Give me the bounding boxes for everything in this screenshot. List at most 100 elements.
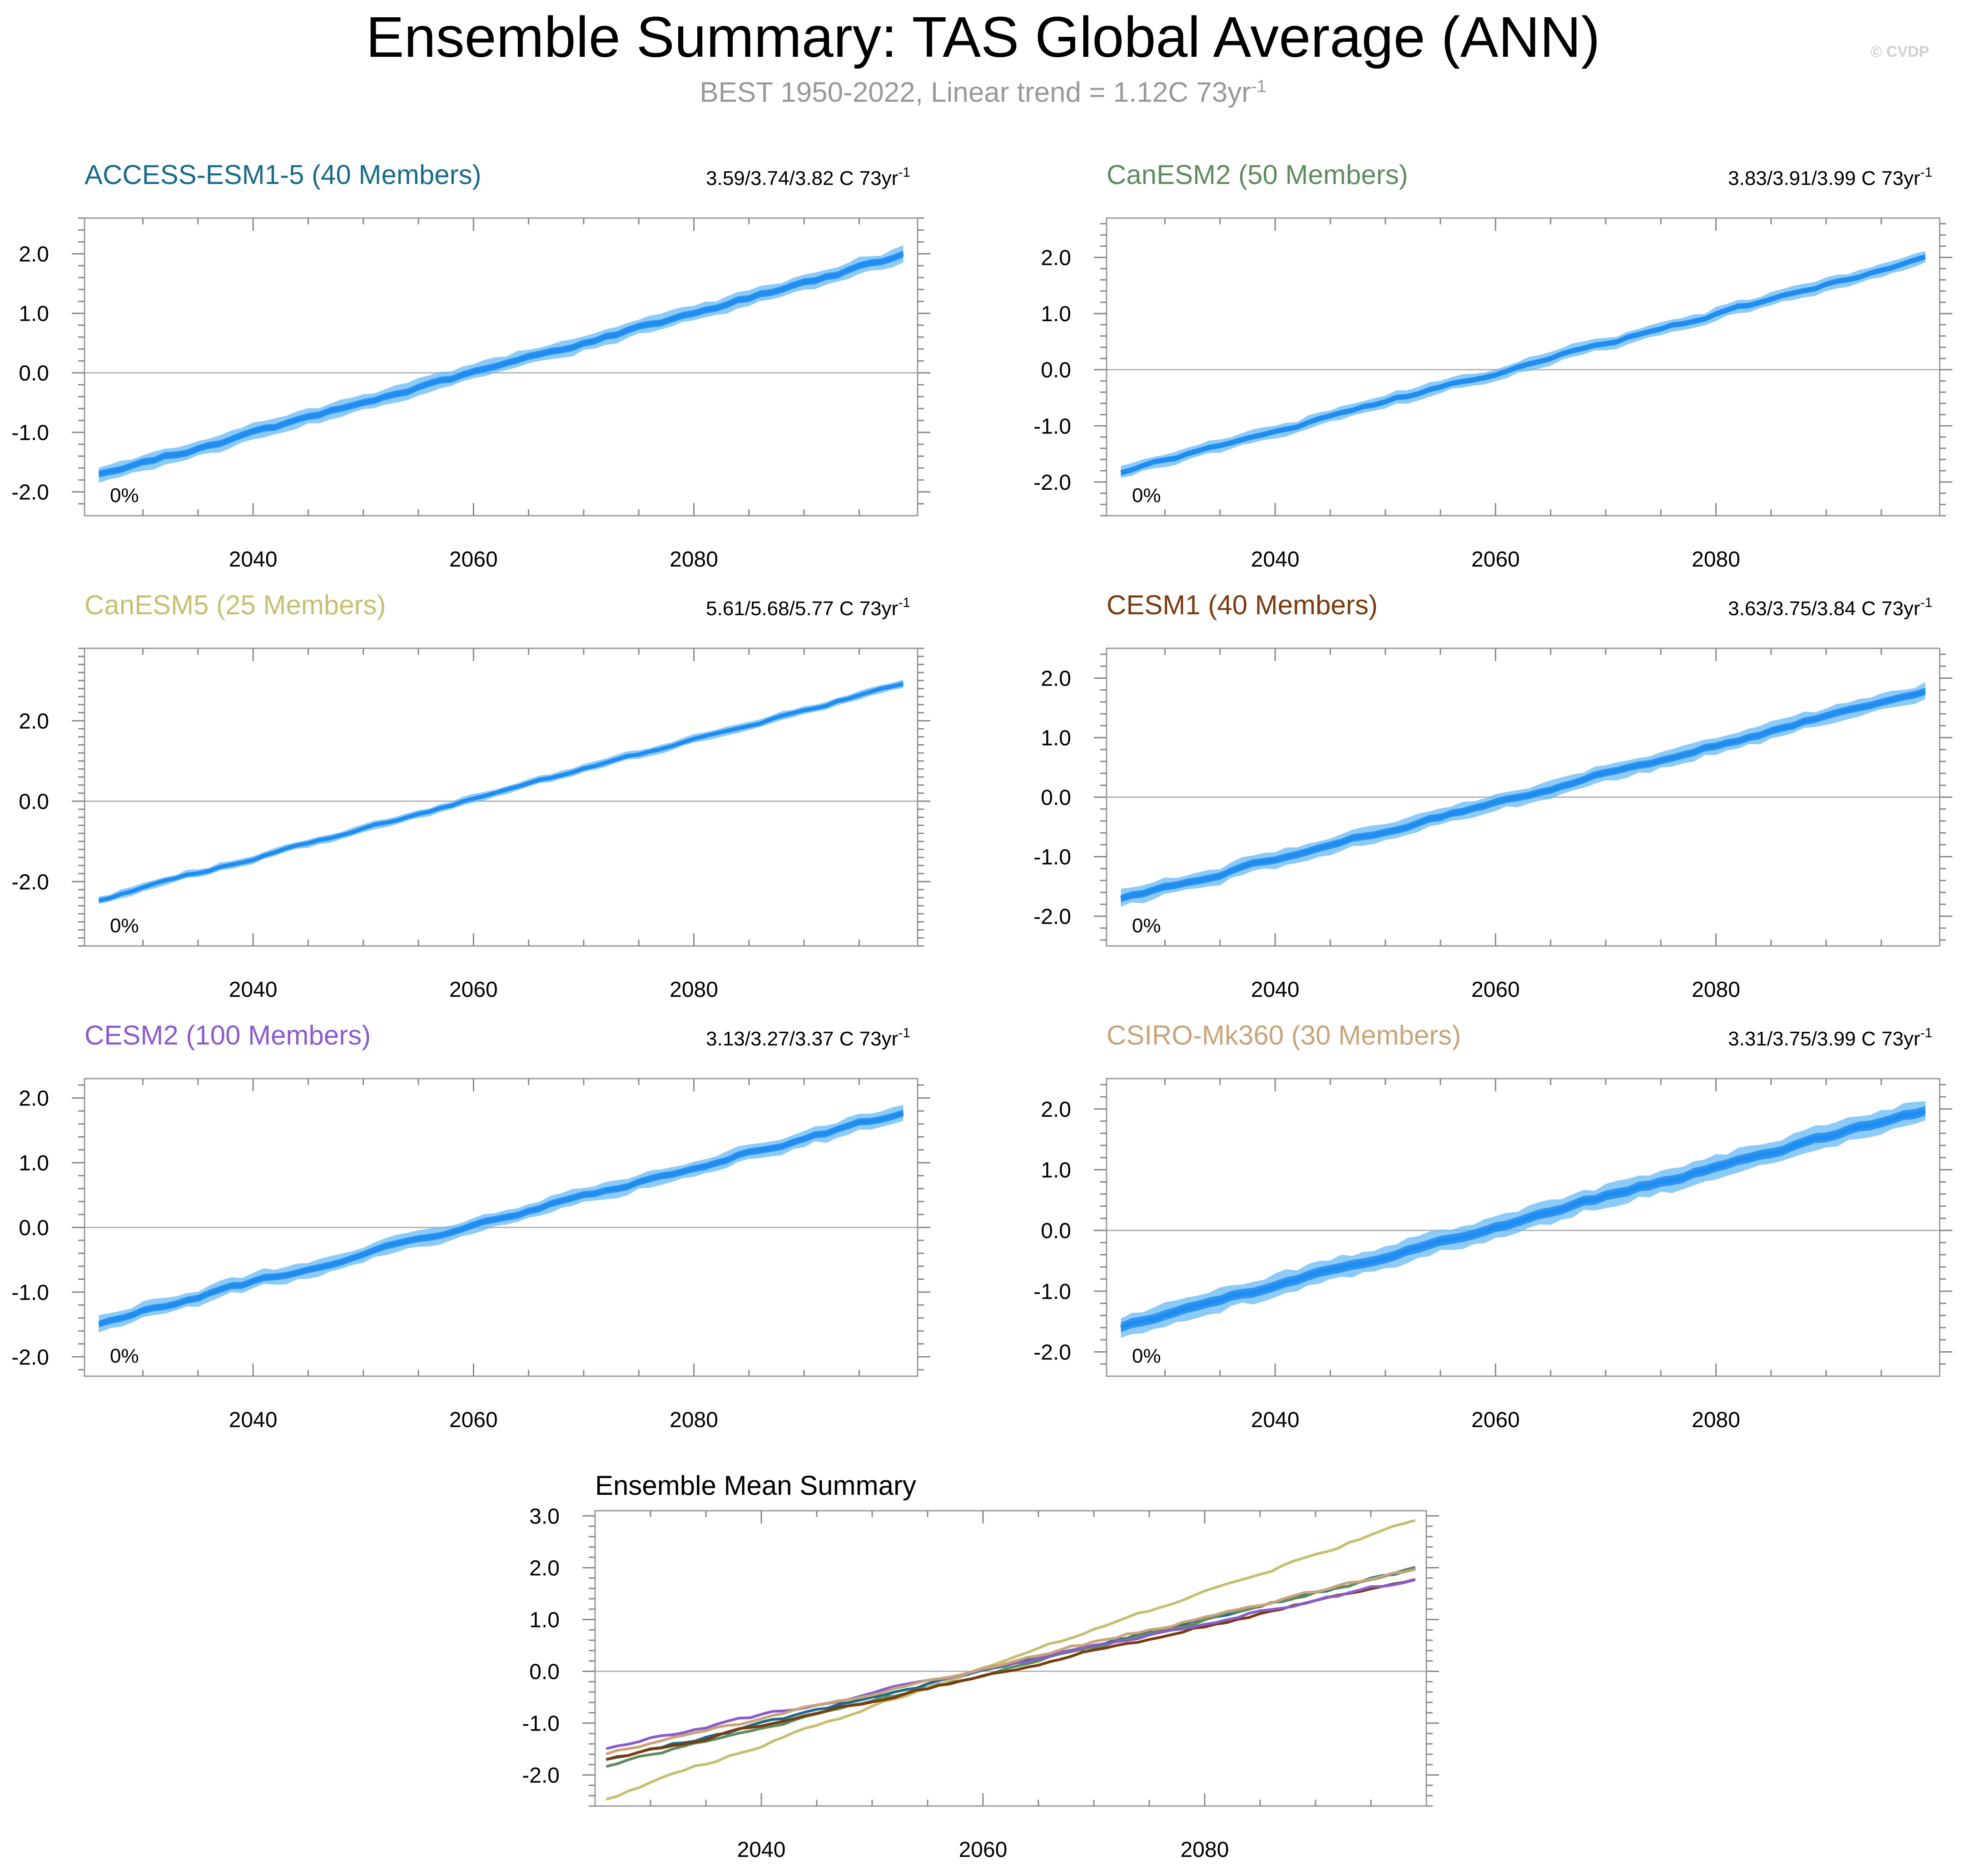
y-tick-label: -2.0 <box>522 1764 560 1788</box>
trend-superscript: -1 <box>898 165 910 180</box>
x-tick-label: 2080 <box>670 1408 718 1432</box>
y-tick-label: 2.0 <box>529 1556 560 1580</box>
trend-range-label: 5.61/5.68/5.77 C 73yr-1 <box>706 595 910 620</box>
y-tick-label: 0.0 <box>19 1216 49 1240</box>
x-tick-label: 2060 <box>1471 978 1520 1002</box>
y-tick-label: -1.0 <box>1033 846 1071 870</box>
y-tick-label: 0.0 <box>1041 358 1071 383</box>
subtitle-superscript: -1 <box>1251 77 1266 96</box>
x-tick-label: 2040 <box>229 547 278 572</box>
panel-title: CSIRO-Mk360 (30 Members) <box>1107 1020 1461 1050</box>
panel-title: CESM1 (40 Members) <box>1107 590 1378 620</box>
trend-range-label: 3.31/3.75/3.99 C 73yr-1 <box>1728 1025 1932 1050</box>
mean-line-cesm2 <box>606 1578 1416 1750</box>
x-tick-label: 2060 <box>449 978 498 1002</box>
y-tick-label: -2.0 <box>1033 471 1071 495</box>
trend-text: 3.31/3.75/3.99 C 73yr <box>1728 1028 1920 1050</box>
subtitle-text: BEST 1950-2022, Linear trend = 1.12C 73y… <box>700 77 1251 108</box>
y-tick-label: 2.0 <box>19 1087 49 1111</box>
plot-frame <box>84 217 918 517</box>
y-tick-label: -2.0 <box>1033 1341 1071 1365</box>
trend-range-label: 3.63/3.75/3.84 C 73yr-1 <box>1728 595 1932 620</box>
mean-line-canesm5 <box>606 1519 1416 1801</box>
figure-title: Ensemble Summary: TAS Global Average (AN… <box>366 5 1600 69</box>
ensemble-mean-line <box>1120 689 1926 901</box>
y-tick-label: -1.0 <box>11 421 49 445</box>
plot-frame <box>84 647 918 947</box>
x-tick-label: 2060 <box>449 547 498 572</box>
ensemble-mean-line <box>1120 254 1926 475</box>
x-tick-label: 2080 <box>1692 1408 1740 1432</box>
trend-superscript: -1 <box>898 1025 910 1040</box>
x-tick-label: 2080 <box>1692 978 1740 1002</box>
trend-superscript: -1 <box>898 595 910 610</box>
mean-line-csiro <box>606 1568 1416 1756</box>
x-tick-label: 2080 <box>1692 547 1740 572</box>
y-tick-label: 0.0 <box>1041 786 1071 810</box>
y-tick-label: 1.0 <box>1041 302 1071 326</box>
y-tick-label: 0.0 <box>19 362 49 386</box>
trend-range-label: 3.83/3.91/3.99 C 73yr-1 <box>1728 165 1932 189</box>
y-tick-label: 1.0 <box>529 1608 560 1632</box>
trend-text: 3.83/3.91/3.99 C 73yr <box>1728 167 1920 189</box>
panel-canesm5: 2040 2060 2080 -2.0 0.0 2.0 CanESM5 (25 Member… <box>11 590 930 1002</box>
panel-cesm1: 2040 2060 2080 -2.0 -1.0 0.0 1.0 2.0 CESM1 (40 M… <box>1033 590 1952 1002</box>
ensemble-mean-summary-panel: Ensemble Mean Summary 2040 2060 2080 -2.0 -1.… <box>522 1470 1439 1862</box>
percent-label: 0% <box>1132 484 1161 507</box>
cvdp-watermark: © CVDP <box>1871 43 1929 60</box>
x-tick-label: 2040 <box>1251 547 1300 572</box>
x-tick-label: 2040 <box>229 978 278 1002</box>
panel-canesm2: 2040 2060 2080 -2.0 -1.0 0.0 1.0 2.0 CanESM2 (50… <box>1033 159 1952 572</box>
trend-superscript: -1 <box>1920 165 1932 180</box>
y-tick-label: -1.0 <box>11 1281 49 1305</box>
y-tick-label: 1.0 <box>1041 727 1071 751</box>
trend-range-label: 3.59/3.74/3.82 C 73yr-1 <box>706 165 910 189</box>
y-tick-label: 1.0 <box>1041 1159 1071 1183</box>
percent-label: 0% <box>110 1345 139 1367</box>
y-tick-label: 2.0 <box>19 243 49 267</box>
ensemble-mean-line <box>98 682 904 903</box>
percent-label: 0% <box>1132 1345 1161 1367</box>
x-tick-label: 2080 <box>670 978 718 1002</box>
percent-label: 0% <box>110 484 139 507</box>
y-tick-label: -2.0 <box>1033 905 1071 929</box>
trend-text: 3.59/3.74/3.82 C 73yr <box>706 167 898 189</box>
figure-subtitle: BEST 1950-2022, Linear trend = 1.12C 73y… <box>0 76 1966 109</box>
percent-label: 0% <box>110 915 139 937</box>
trend-text: 3.13/3.27/3.37 C 73yr <box>706 1028 898 1050</box>
y-tick-label: 0.0 <box>529 1660 560 1684</box>
ensemble-mean-line <box>1120 1109 1926 1329</box>
trend-range-label: 3.13/3.27/3.37 C 73yr-1 <box>706 1025 910 1050</box>
y-tick-label: 2.0 <box>1041 1098 1071 1122</box>
x-tick-label: 2040 <box>1251 978 1300 1002</box>
panel-csiro: 2040 2060 2080 -2.0 -1.0 0.0 1.0 2.0 CSIRO-Mk360… <box>1033 1020 1952 1432</box>
plot-frame <box>1106 217 1941 517</box>
ensemble-mean-line <box>98 252 904 476</box>
y-tick-label: 1.0 <box>19 1151 49 1175</box>
y-tick-label: 2.0 <box>1041 667 1071 691</box>
y-tick-label: 0.0 <box>1041 1219 1071 1243</box>
y-tick-label: -1.0 <box>1033 1280 1071 1304</box>
ensemble-mean-title: Ensemble Mean Summary <box>595 1470 916 1501</box>
x-tick-label: 2080 <box>1181 1838 1229 1862</box>
y-tick-label: -1.0 <box>1033 414 1071 438</box>
x-tick-label: 2040 <box>229 1408 278 1432</box>
panel-access: 2040 2060 2080 -2.0 -1.0 0.0 1.0 2.0 ACCESS-ESM1… <box>11 159 930 572</box>
y-tick-label: 3.0 <box>529 1504 560 1528</box>
plot-frame <box>1106 1078 1941 1377</box>
x-tick-label: 2060 <box>1471 1408 1520 1432</box>
panel-title: CESM2 (100 Members) <box>84 1020 371 1050</box>
y-tick-label: 2.0 <box>1041 246 1071 270</box>
y-tick-label: -2.0 <box>11 481 49 505</box>
x-tick-label: 2060 <box>959 1838 1008 1862</box>
panel-title: CanESM5 (25 Members) <box>84 590 386 620</box>
x-tick-label: 2080 <box>670 547 718 572</box>
y-tick-label: 0.0 <box>19 790 49 814</box>
x-tick-label: 2040 <box>1251 1408 1300 1432</box>
percent-label: 0% <box>1132 915 1161 937</box>
panel-title: ACCESS-ESM1-5 (40 Members) <box>84 159 482 190</box>
x-tick-label: 2060 <box>449 1408 498 1432</box>
y-tick-label: -2.0 <box>11 1345 49 1369</box>
trend-superscript: -1 <box>1920 1025 1932 1040</box>
ensemble-mean-line <box>98 1111 904 1326</box>
